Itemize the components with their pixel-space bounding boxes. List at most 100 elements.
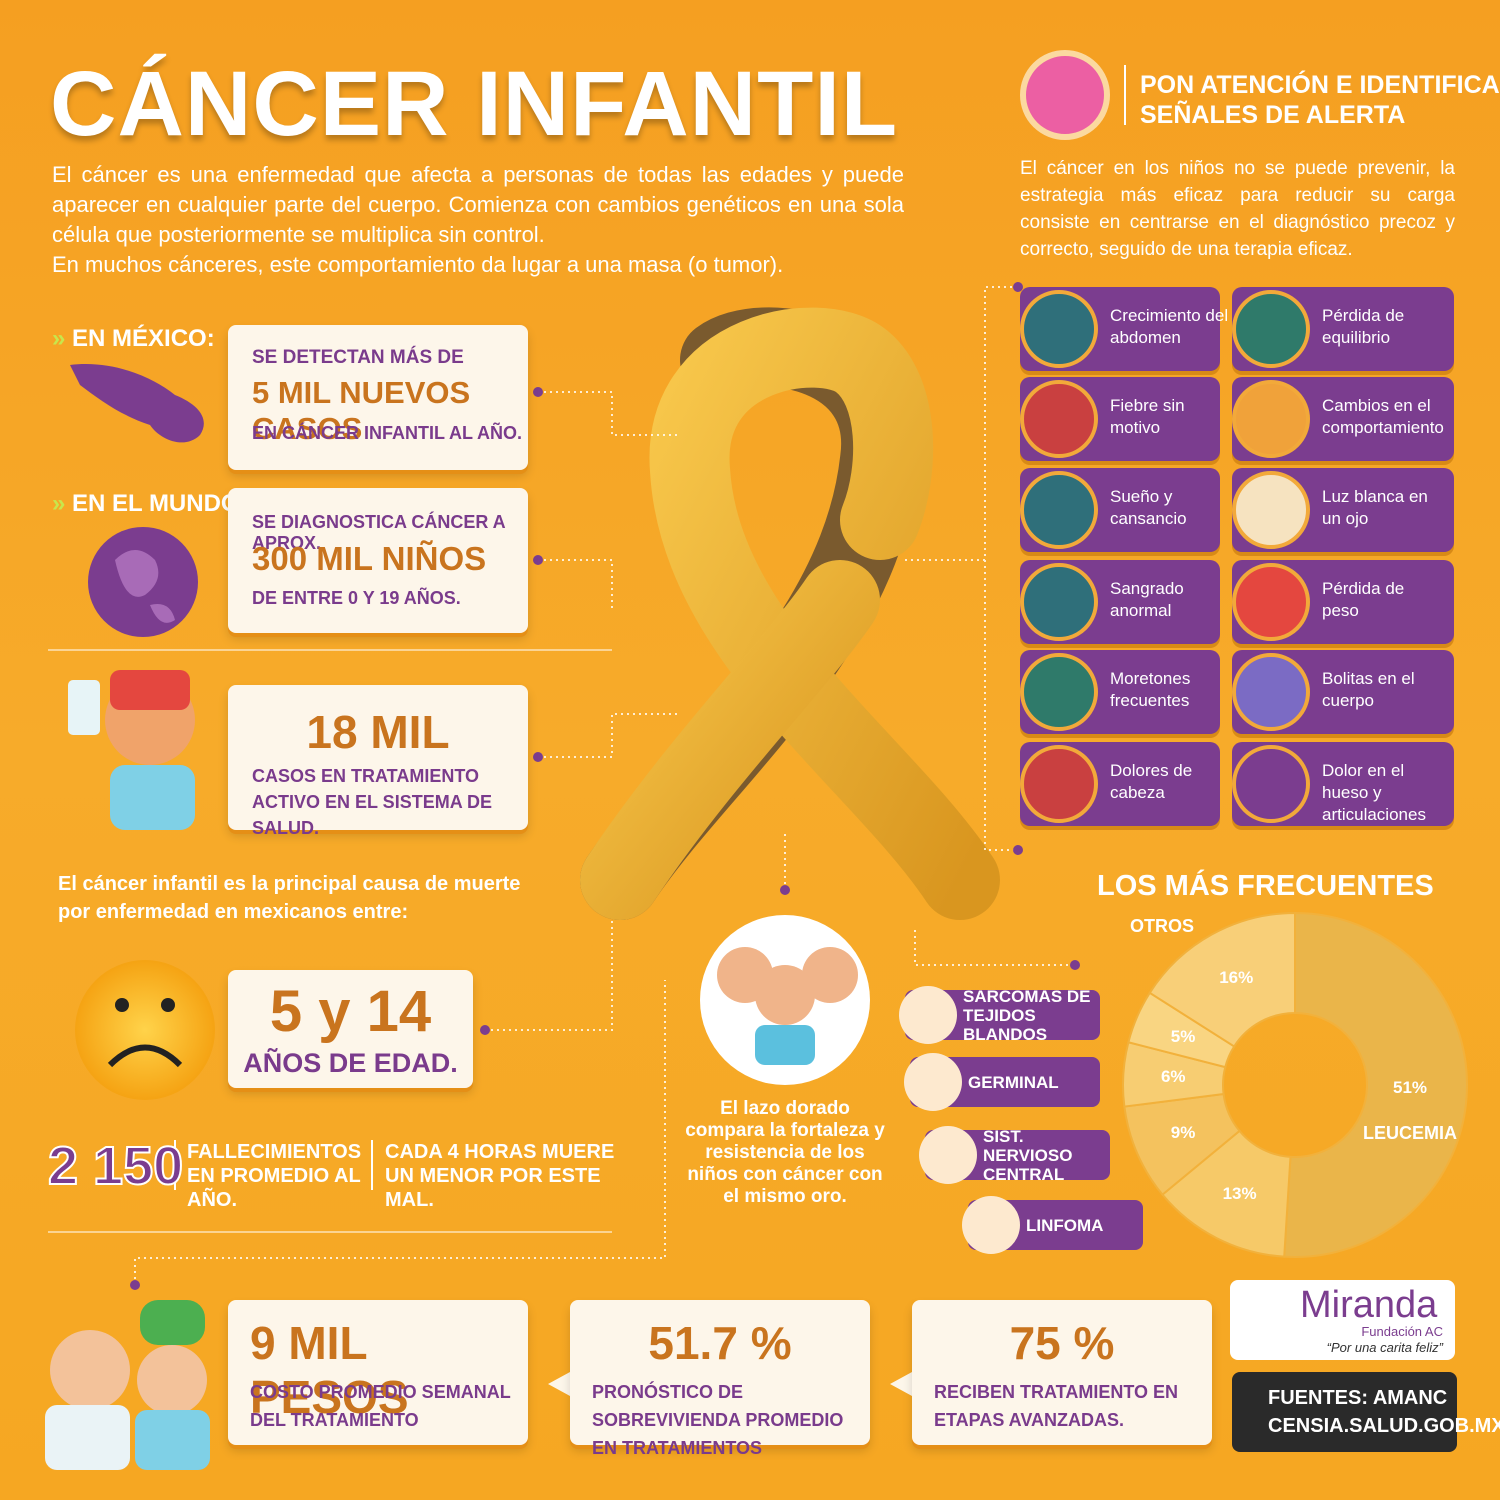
kid xyxy=(802,947,858,1003)
mouth xyxy=(107,1044,183,1068)
eye xyxy=(115,998,129,1012)
card-text: COSTO PROMEDIO SEMANAL DEL TRATAMIENTO xyxy=(250,1382,511,1430)
info-card: 51.7 % PRONÓSTICO DE SOBREVIVIENDA PROMED… xyxy=(570,1300,870,1458)
alert-title-line: PON ATENCIÓN E IDENTIFICA xyxy=(1140,71,1500,99)
doctor xyxy=(50,1330,130,1410)
kid xyxy=(755,965,815,1025)
sign-label: Pérdida de equilibrio xyxy=(1322,306,1405,347)
value-label: 16% xyxy=(1219,968,1254,988)
card-big: 300 MIL NIÑOS xyxy=(252,540,487,577)
kid-body xyxy=(755,1025,815,1065)
cell-icon xyxy=(1020,50,1110,140)
sign-label: Bolitas en el cuerpo xyxy=(1322,669,1415,710)
title: CÁNCER INFANTIL xyxy=(50,53,899,155)
chart-title: LOS MÁS FRECUENTES xyxy=(1097,870,1434,902)
continents xyxy=(115,550,175,623)
intro-paragraph: El cáncer es una enfermedad que afecta a… xyxy=(52,162,904,247)
mortality-intro: El cáncer infantil es la principal causa… xyxy=(58,873,521,923)
label: EN EL MUNDO: xyxy=(72,490,248,517)
category-label: LINFOMA xyxy=(1026,1215,1104,1235)
world-card: SE DIAGNOSTICA CÁNCER A APROX. 300 MIL N… xyxy=(228,488,528,633)
info-card: 75 % RECIBEN TRATAMIENTO EN ETAPAS AVANZA… xyxy=(912,1300,1212,1445)
logo-name: Miranda xyxy=(1300,1284,1438,1326)
sign-label: Dolor en el hueso y articulaciones xyxy=(1322,761,1426,824)
category-pill: LINFOMA xyxy=(962,1196,1143,1254)
sign: Sangrado anormal xyxy=(1020,560,1220,644)
sign: Cambios en el comportamiento xyxy=(1232,377,1454,461)
donut-chart xyxy=(1122,911,1469,1258)
sign: Luz blanca en un ojo xyxy=(1232,468,1454,552)
child-hat xyxy=(110,670,190,710)
category-label: GERMINAL xyxy=(968,1072,1059,1092)
sign: Dolores de cabeza xyxy=(1020,742,1220,826)
logo-org: Fundación AC xyxy=(1361,1324,1443,1339)
pill-icon xyxy=(904,1053,962,1111)
card-big: 5 MIL NUEVOS CASOS xyxy=(252,375,471,446)
alert-text: El cáncer en los niños no se puede preve… xyxy=(1020,158,1455,260)
card-big: 75 % xyxy=(1009,1317,1115,1369)
patient-hat xyxy=(140,1300,205,1345)
dots xyxy=(130,282,1080,1290)
alert-title: PON ATENCIÓN E IDENTIFICA SEÑALES DE ALE… xyxy=(1140,70,1500,130)
category-label: LEUCEMIA xyxy=(1363,1123,1457,1143)
mexico-map xyxy=(70,364,204,443)
sign-label: Moretones frecuentes xyxy=(1110,669,1191,710)
logo: Miranda Fundación AC “Por una carita fel… xyxy=(1230,1280,1455,1360)
sign-icon xyxy=(1232,380,1310,458)
sources: FUENTES: AMANC CENSIA.SALUD.GOB.MX xyxy=(1232,1372,1500,1452)
sign-icon xyxy=(1232,653,1310,731)
label: EN MÉXICO: xyxy=(72,325,215,352)
mexico-card: SE DETECTAN MÁS DE 5 MIL NUEVOS CASOS EN… xyxy=(228,325,528,470)
sign: Pérdida de peso xyxy=(1232,560,1454,644)
category-label: SIST. NERVIOSO CENTRAL xyxy=(983,1126,1073,1184)
logo-motto: “Por una carita feliz” xyxy=(1326,1340,1443,1355)
card-line: DE ENTRE 0 Y 19 AÑOS. xyxy=(252,588,461,608)
info-card: 9 MIL PESOS COSTO PROMEDIO SEMANAL DEL TR… xyxy=(228,1300,528,1445)
child-body xyxy=(110,765,195,830)
connectors xyxy=(134,286,1075,1285)
sign-icon xyxy=(1020,471,1098,549)
patient-body xyxy=(135,1410,210,1470)
sign-icon xyxy=(1232,290,1310,368)
value-label: 13% xyxy=(1222,1183,1257,1203)
card-big: 18 MIL xyxy=(306,706,450,758)
sign-icon xyxy=(1020,653,1098,731)
sign-label: Dolores de cabeza xyxy=(1110,761,1193,802)
card-text: AÑOS DE EDAD. xyxy=(243,1048,458,1078)
sign-icon xyxy=(1020,563,1098,641)
iv-bag xyxy=(68,680,100,735)
deaths-text: FALLECIMIENTOS EN PROMEDIO AL AÑO. xyxy=(187,1141,362,1211)
world-label: » EN EL MUNDO: xyxy=(52,490,248,517)
category-pill: SIST. NERVIOSO CENTRAL xyxy=(919,1126,1110,1184)
doctor-coat xyxy=(45,1405,130,1470)
ribbon-caption: El lazo dorado compara la fortaleza y re… xyxy=(685,1098,885,1207)
sign-icon xyxy=(1232,471,1310,549)
alert-title-line: SEÑALES DE ALERTA xyxy=(1140,101,1406,129)
category-label: OTROS xyxy=(1130,916,1195,936)
category-pill: GERMINAL xyxy=(904,1053,1100,1111)
sign: Bolitas en el cuerpo xyxy=(1232,650,1454,734)
card-line: SE DETECTAN MÁS DE xyxy=(252,347,464,368)
card-text: RECIBEN TRATAMIENTO EN ETAPAS AVANZADAS. xyxy=(934,1382,1179,1430)
sign-label: Luz blanca en un ojo xyxy=(1322,487,1428,528)
pill-icon xyxy=(962,1196,1020,1254)
deaths-number: 2 150 xyxy=(47,1135,184,1197)
sign: Sueño y cansancio xyxy=(1020,468,1220,552)
sign: Dolor en el hueso y articulaciones xyxy=(1232,742,1454,826)
rate-text: CADA 4 HORAS MUERE UN MENOR POR ESTE MAL… xyxy=(385,1141,615,1211)
value-label: 9% xyxy=(1170,1123,1196,1143)
card-big: 51.7 % xyxy=(648,1317,792,1369)
card-big: 5 y 14 xyxy=(269,979,432,1044)
sign: Moretones frecuentes xyxy=(1020,650,1220,734)
sign: Fiebre sin motivo xyxy=(1020,377,1220,461)
sign-icon xyxy=(1232,563,1310,641)
treatment-card: 18 MIL CASOS EN TRATAMIENTO ACTIVO EN EL… xyxy=(228,685,528,838)
sign: Pérdida de equilibrio xyxy=(1232,287,1454,371)
sign-label: Fiebre sin motivo xyxy=(1110,396,1185,437)
intro: El cáncer es una enfermedad que afecta a… xyxy=(52,160,904,280)
intro-paragraph: En muchos cánceres, este comportamiento … xyxy=(52,252,784,277)
age-card: 5 y 14 AÑOS DE EDAD. xyxy=(228,970,473,1088)
card-big: 9 MIL PESOS xyxy=(250,1317,409,1423)
sign-icon xyxy=(1020,745,1098,823)
